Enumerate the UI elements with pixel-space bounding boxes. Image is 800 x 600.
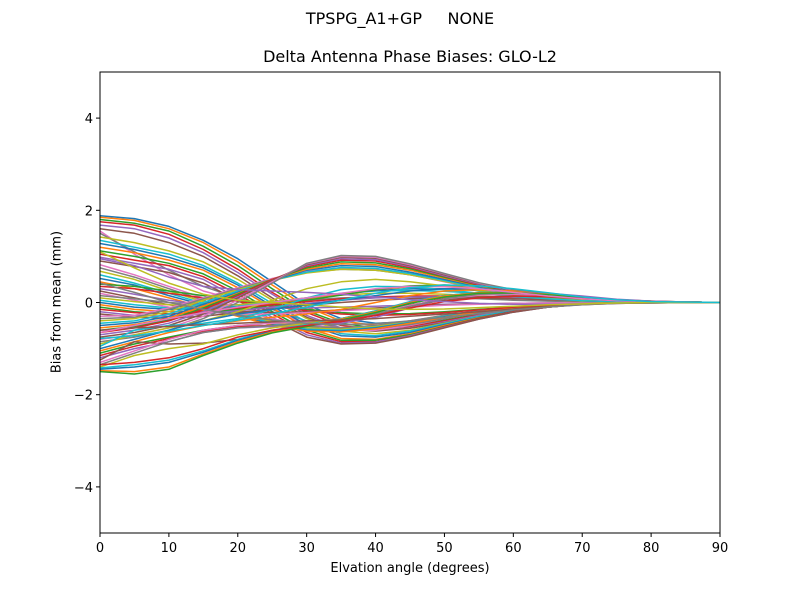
x-tick-label: 10 bbox=[161, 541, 178, 556]
series-line bbox=[100, 285, 720, 334]
y-tick-label: −2 bbox=[74, 389, 93, 404]
series-line bbox=[100, 284, 720, 340]
y-axis-ticks: −4 −2 0 2 4 bbox=[74, 112, 100, 496]
x-axis-ticks: 0 10 20 30 40 50 60 70 80 90 bbox=[96, 533, 728, 556]
y-tick-label: 2 bbox=[85, 204, 93, 219]
x-tick-label: 80 bbox=[643, 541, 660, 556]
y-tick-label: 0 bbox=[85, 297, 93, 312]
x-tick-label: 0 bbox=[96, 541, 104, 556]
figure-suptitle: TPSPG_A1+GP NONE bbox=[305, 9, 495, 28]
x-tick-label: 50 bbox=[436, 541, 453, 556]
x-axis-label: Elvation angle (degrees) bbox=[330, 561, 490, 576]
series-line bbox=[100, 251, 720, 311]
x-tick-label: 70 bbox=[574, 541, 591, 556]
x-tick-label: 20 bbox=[230, 541, 247, 556]
x-tick-label: 30 bbox=[298, 541, 315, 556]
x-tick-label: 90 bbox=[712, 541, 729, 556]
y-tick-label: 4 bbox=[85, 112, 93, 127]
x-tick-label: 40 bbox=[367, 541, 384, 556]
y-tick-label: −4 bbox=[74, 481, 93, 496]
chart-title: Delta Antenna Phase Biases: GLO-L2 bbox=[263, 47, 557, 66]
x-tick-label: 60 bbox=[505, 541, 522, 556]
series-lines bbox=[100, 215, 720, 375]
